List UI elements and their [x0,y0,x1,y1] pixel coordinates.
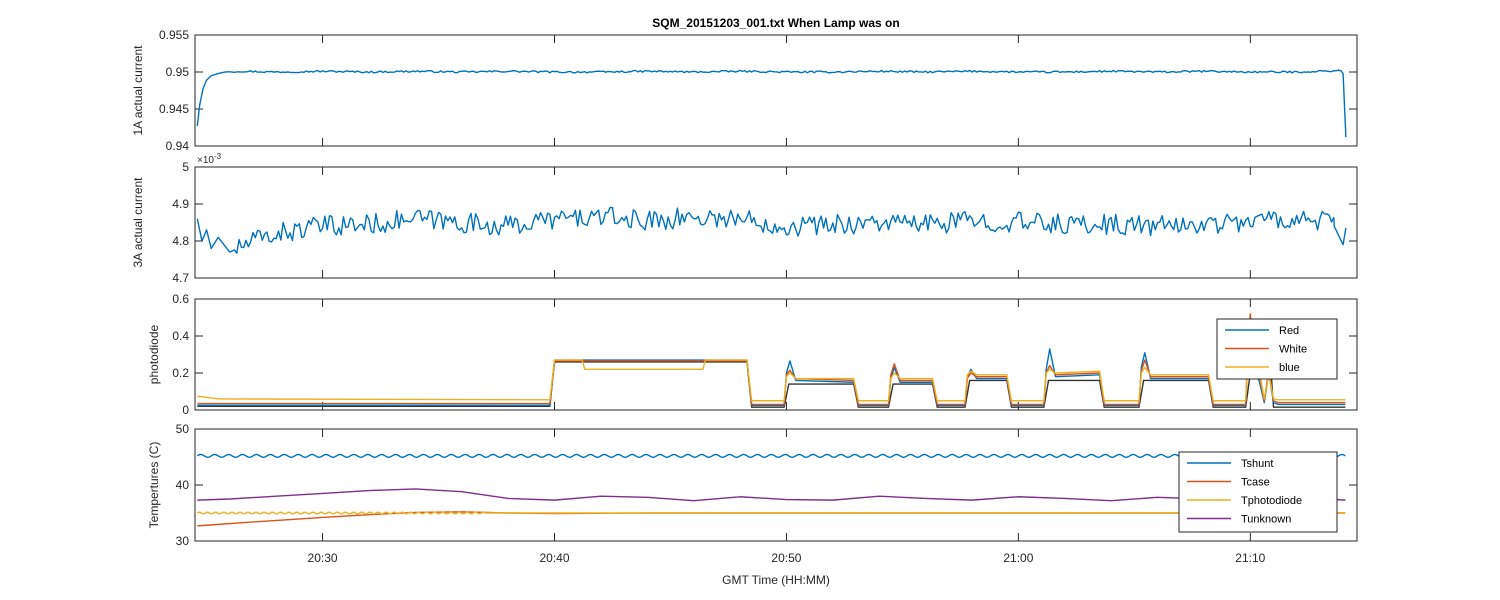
axes-box [194,34,1358,147]
series-line-3a-actual-current [196,206,1347,254]
y-tick-label: 0.6 [172,292,189,306]
y-axis-label: 1A actual current [131,45,145,136]
series-line-1a-actual-current [196,69,1347,138]
y-tick-label: 0.955 [159,28,189,42]
series-group [196,453,1346,527]
x-tick-label: 20:40 [539,551,569,565]
y-exponent-power: -3 [214,152,222,161]
series-line-dark-trace [197,361,1346,408]
panel-p4: 30 40 50 Tempertures (C) Tshunt Tcase Tphotodi… [147,422,1358,565]
y-tick-label: 40 [176,478,190,492]
series-group [196,206,1347,254]
y-tick-label: 0.2 [172,366,189,380]
panel-p1: 0.94 0.945 0.95 0.955 1A actual current [131,28,1358,153]
legend-entry: blue [1279,362,1300,374]
y-tick-label: 0 [182,403,189,417]
x-tick-label: 20:30 [308,551,338,565]
x-axis-label: GMT Time (HH:MM) [722,573,830,587]
legend: Red White blue [1216,318,1338,380]
series-line-tunknown [197,488,1346,502]
axes-box [194,428,1358,542]
y-exponent-label: ×10-3 [197,152,222,166]
y-tick-label: 50 [176,422,190,436]
x-tick-label: 21:10 [1235,551,1265,565]
legend-entry: White [1279,344,1307,356]
y-tick-label: 4.8 [172,234,189,248]
legend-entry: Tshunt [1241,458,1273,470]
y-tick-label: 4.7 [172,271,189,285]
series-group [196,69,1347,138]
y-tick-label: 5 [182,160,189,174]
y-axis-label: 3A actual current [131,177,145,268]
series-line-tphotodiode [196,511,1346,515]
panel-p3: 0 0.2 0.4 0.6 photodiode Red White blue [147,292,1358,417]
y-tick-label: 4.9 [172,197,189,211]
legend-entry: Tphotodiode [1241,495,1302,507]
x-tick-label: 21:00 [1003,551,1033,565]
legend-entry: Tcase [1241,477,1270,489]
x-tick-label: 20:50 [771,551,801,565]
legend-entry: Tunknown [1241,514,1291,526]
panel-p2: 4.7 4.8 4.9 5 3A actual current ×10-3 [131,152,1358,285]
y-tick-label: 0.95 [166,65,190,79]
legend: Tshunt Tcase Tphotodiode Tunknown [1178,451,1338,533]
y-axis-label: Tempertures (C) [147,442,161,529]
series-line-tshunt [196,453,1346,458]
y-tick-label: 0.4 [172,329,189,343]
legend-entry: Red [1279,325,1299,337]
y-tick-label: 0.945 [159,102,189,116]
y-tick-label: 0.94 [166,139,190,153]
chart-title: SQM_20151203_001.txt When Lamp was on [652,16,899,30]
y-tick-label: 30 [176,534,190,548]
y-axis-label: photodiode [147,324,161,384]
axes-box [194,298,1358,411]
